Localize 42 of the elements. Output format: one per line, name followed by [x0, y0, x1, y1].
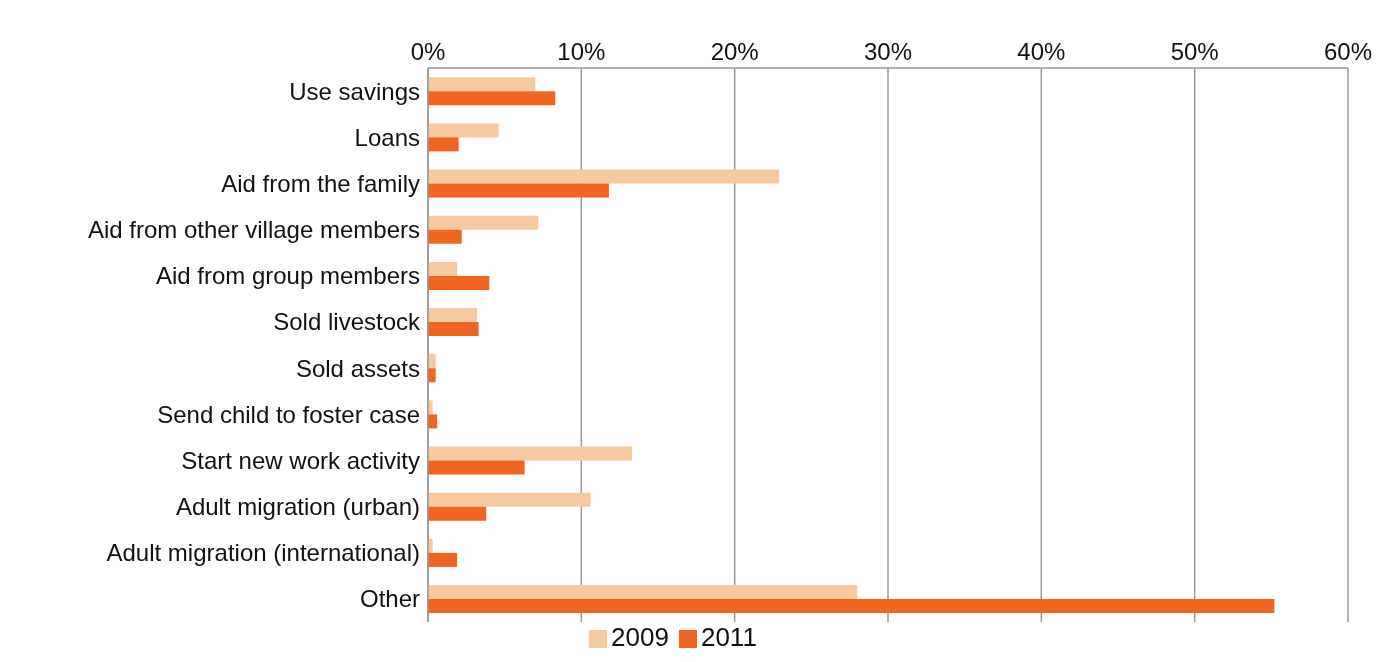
- bar: [428, 492, 591, 507]
- bar: [428, 368, 436, 383]
- y-tick-label: Adult migration (international): [106, 539, 420, 567]
- bar: [428, 229, 462, 244]
- y-tick-label: Sold assets: [295, 354, 420, 382]
- bar: [428, 354, 436, 369]
- bar: [428, 552, 458, 567]
- y-tick-label: Send child to foster case: [157, 400, 420, 428]
- bar: [428, 308, 478, 323]
- bar: [428, 169, 780, 184]
- legend-label: 2009: [611, 622, 669, 652]
- bar: [428, 261, 458, 276]
- bar: [428, 137, 459, 152]
- x-tick-label: 0%: [410, 38, 446, 65]
- y-tick-label: Use savings: [289, 77, 420, 105]
- bar: [428, 460, 525, 475]
- bar: [428, 215, 539, 230]
- x-tick-label: 30%: [863, 38, 913, 65]
- x-tick-label: 10%: [557, 38, 606, 65]
- y-tick-label: Aid from group members: [155, 262, 420, 290]
- y-tick-label: Start new work activity: [181, 446, 420, 474]
- y-tick-label: Loans: [354, 123, 420, 151]
- x-tick-label: 40%: [1017, 38, 1066, 65]
- bar: [428, 585, 858, 600]
- y-tick-label: Sold livestock: [273, 308, 421, 336]
- y-tick-label: Other: [359, 585, 420, 613]
- bar: [428, 599, 1275, 614]
- y-tick-label: Aid from the family: [221, 169, 420, 197]
- bar: [428, 77, 536, 92]
- legend-label: 2011: [700, 622, 757, 652]
- bar: [428, 123, 499, 138]
- x-tick-label: 20%: [710, 38, 759, 65]
- x-tick-label: 60%: [1323, 38, 1373, 65]
- bar: [428, 506, 487, 521]
- y-tick-label: Aid from other village members: [87, 216, 420, 244]
- bar: [428, 91, 556, 106]
- bar: [428, 322, 479, 337]
- bar: [428, 183, 609, 198]
- x-tick-label: 50%: [1170, 38, 1219, 65]
- y-tick-label: Adult migration (urban): [175, 493, 420, 521]
- bar: [428, 275, 490, 290]
- bar: [428, 446, 632, 461]
